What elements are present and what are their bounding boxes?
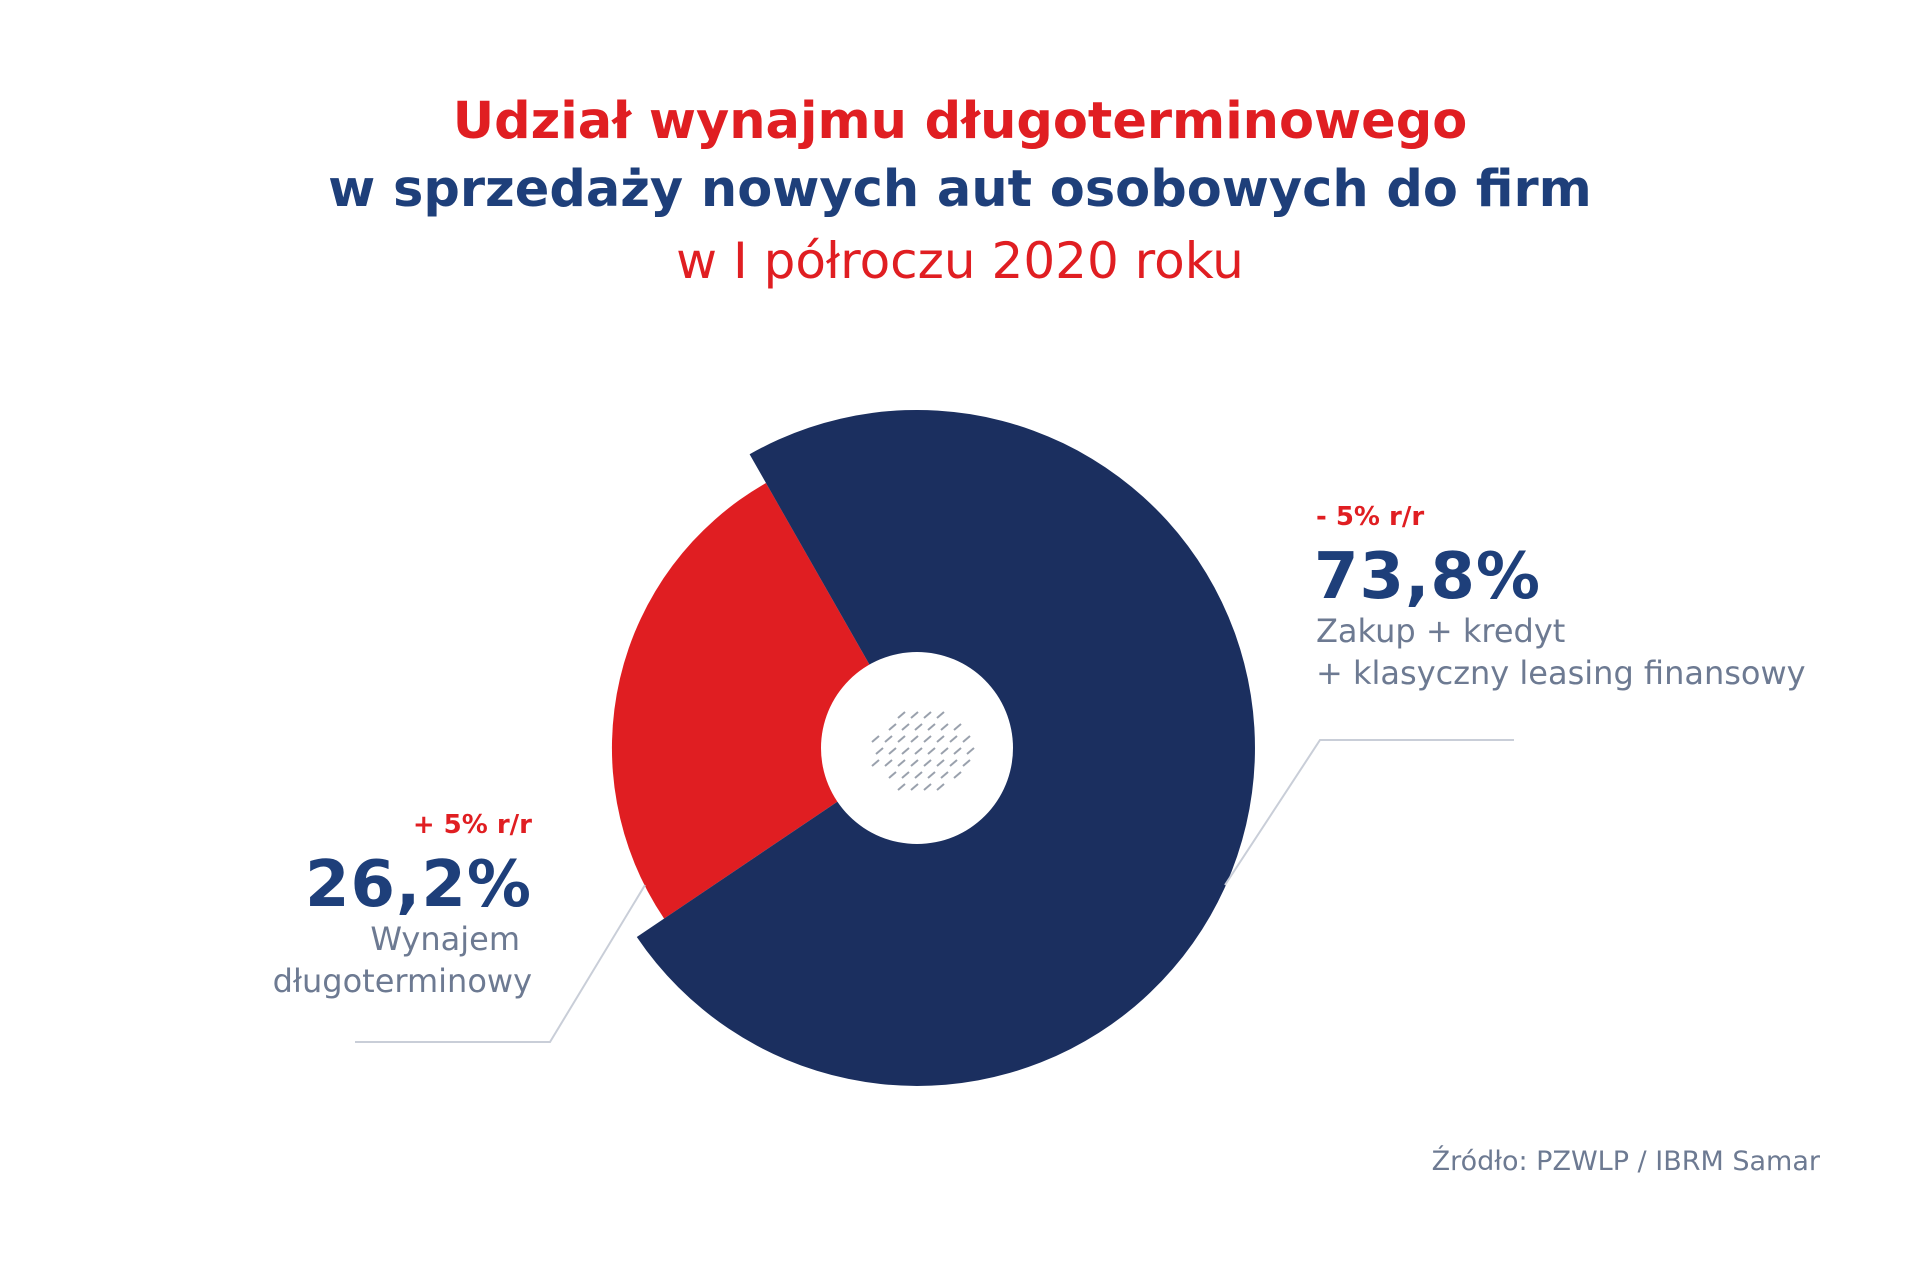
map-hatch-stroke: [910, 711, 919, 719]
map-hatch-stroke: [936, 735, 945, 743]
donut-hole: [821, 652, 1013, 844]
map-hatch-stroke: [927, 771, 936, 779]
change-label-purchase: - 5% r/r: [1316, 502, 1425, 532]
desc-label-rental-line1: Wynajem: [370, 920, 520, 958]
map-hatch-stroke: [949, 735, 958, 743]
map-hatch-stroke: [936, 759, 945, 767]
map-hatch-stroke: [966, 747, 975, 755]
map-hatch-stroke: [897, 711, 906, 719]
chart-subtitle: w I półroczu 2020 roku: [676, 232, 1244, 290]
chart-title-line1: Udział wynajmu długoterminowego: [452, 92, 1468, 151]
map-hatch-stroke: [888, 723, 897, 731]
map-hatch-stroke: [897, 735, 906, 743]
map-hatch-stroke: [884, 759, 893, 767]
map-hatch-stroke: [910, 783, 919, 791]
map-hatch-stroke: [901, 747, 910, 755]
map-hatch-stroke: [927, 747, 936, 755]
map-hatch-stroke: [910, 735, 919, 743]
map-hatch-stroke: [897, 783, 906, 791]
map-hatch-stroke: [897, 759, 906, 767]
map-hatch-stroke: [962, 735, 971, 743]
source-note: Źródło: PZWLP / IBRM Samar: [1431, 1146, 1820, 1177]
map-hatch-stroke: [875, 747, 884, 755]
leader-line-right: [1224, 739, 1514, 886]
map-hatch-stroke: [901, 723, 910, 731]
map-hatch-stroke: [962, 759, 971, 767]
desc-label-rental-line2: długoterminowy: [272, 962, 532, 1000]
chart-title-line2: w sprzedaży nowych aut osobowych do firm: [328, 160, 1592, 219]
map-hatch-stroke: [923, 759, 932, 767]
map-hatch-stroke: [871, 735, 880, 743]
map-hatch-stroke: [953, 747, 962, 755]
map-hatch-stroke: [953, 723, 962, 731]
map-hatch-stroke: [914, 723, 923, 731]
map-hatch-stroke: [888, 747, 897, 755]
map-hatch-stroke: [936, 711, 945, 719]
map-hatch-stroke: [949, 759, 958, 767]
map-hatch-stroke: [940, 771, 949, 779]
map-hatch-stroke: [901, 771, 910, 779]
map-hatch-stroke: [914, 771, 923, 779]
map-hatch-stroke: [940, 747, 949, 755]
map-hatch-stroke: [914, 747, 923, 755]
value-label-rental: 26,2%: [304, 848, 532, 922]
map-hatch-stroke: [927, 723, 936, 731]
change-label-rental: + 5% r/r: [412, 810, 532, 840]
map-hatch-stroke: [884, 735, 893, 743]
map-hatch-stroke: [910, 759, 919, 767]
poland-map-icon: [871, 711, 975, 791]
map-hatch-stroke: [923, 711, 932, 719]
map-hatch-stroke: [923, 783, 932, 791]
desc-label-purchase-line2: + klasyczny leasing finansowy: [1316, 654, 1806, 692]
leader-line-left: [355, 884, 646, 1043]
map-hatch-stroke: [936, 783, 945, 791]
value-label-purchase: 73,8%: [1314, 540, 1542, 614]
desc-label-purchase-line1: Zakup + kredyt: [1316, 612, 1566, 650]
map-hatch-stroke: [871, 759, 880, 767]
map-hatch-stroke: [953, 771, 962, 779]
map-hatch-stroke: [940, 723, 949, 731]
map-hatch-stroke: [888, 771, 897, 779]
pie-slice-rental: [611, 483, 917, 919]
map-hatch-stroke: [923, 735, 932, 743]
